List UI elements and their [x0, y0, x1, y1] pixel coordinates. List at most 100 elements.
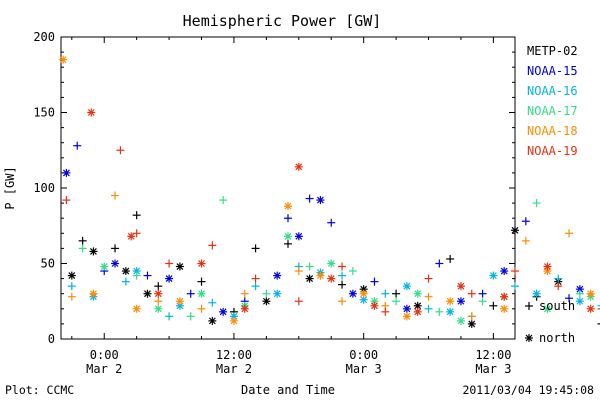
metp-02-south-point [197, 277, 206, 286]
noaa-15-north-point [402, 304, 411, 313]
noaa-18-north-point [59, 55, 68, 64]
noaa-19-south-point [597, 308, 600, 310]
noaa-17-north-point [154, 304, 163, 313]
noaa-17-north-point [413, 289, 422, 298]
noaa-17-south-point [186, 312, 195, 321]
noaa-16-south-point [597, 305, 600, 307]
chart-title: Hemispheric Power [GW] [183, 12, 382, 30]
noaa-17-north-point [327, 259, 336, 268]
noaa-18-south-point [67, 292, 76, 301]
noaa-18-north-point [359, 289, 368, 298]
x-tick-date: Mar 2 [216, 362, 252, 376]
noaa-15-north-point [348, 289, 357, 298]
noaa-15-north-point [500, 267, 509, 276]
noaa-16-south-point [554, 274, 563, 283]
noaa-16-north-point [359, 295, 368, 304]
x-tick-date: Mar 3 [475, 362, 511, 376]
metp-02-south-point [489, 301, 498, 310]
noaa-19-north-point [127, 232, 136, 241]
y-tick-label: 50 [41, 257, 55, 271]
metp-02-north-point [305, 274, 314, 283]
noaa-18-south-point [467, 312, 476, 321]
noaa-15-south-point [305, 194, 314, 203]
noaa-15-south-point [284, 214, 292, 223]
noaa-19-south-point [381, 307, 390, 316]
plot-frame [60, 36, 516, 340]
metp-02-south-point [78, 236, 87, 245]
noaa-17-south-point [532, 199, 541, 208]
noaa-16-north-point [532, 289, 541, 298]
noaa-17-north-point [100, 262, 109, 271]
plot-credit: Plot: CCMC [5, 383, 74, 397]
noaa-19-north-point [197, 259, 206, 268]
plot-timestamp: 2011/03/04 19:45:08 [462, 383, 594, 397]
noaa-19-south-point [338, 262, 347, 271]
noaa-19-north-point [586, 304, 595, 313]
noaa-16-south-point [338, 271, 347, 280]
noaa-18-south-point [338, 297, 347, 306]
noaa-15-south-point [521, 217, 530, 226]
noaa-17-south-point [478, 297, 487, 306]
noaa-16-south-point [381, 289, 390, 298]
legend-marker-label: north [539, 331, 575, 345]
noaa-17-south-point [219, 196, 228, 205]
metp-02-north-point [67, 271, 76, 280]
noaa-17-north-point [543, 304, 552, 313]
noaa-17-north-point [284, 232, 292, 241]
noaa-18-north-point [586, 289, 595, 298]
metp-02-south-point [597, 323, 600, 325]
noaa-18-south-point [565, 229, 574, 238]
metp-02-south-point [111, 244, 120, 253]
noaa-19-north-point [87, 108, 96, 117]
y-tick-label: 100 [33, 181, 55, 195]
noaa-19-north-point [240, 304, 249, 313]
noaa-15-south-point [370, 277, 379, 286]
noaa-18-north-point [132, 304, 141, 313]
noaa-15-north-point [316, 196, 325, 205]
noaa-16-south-point [251, 282, 260, 291]
metp-02-north-point [121, 267, 130, 276]
noaa-19-south-point [424, 274, 433, 283]
noaa-17-south-point [575, 289, 584, 298]
noaa-19-north-point [456, 282, 465, 291]
noaa-17-south-point [392, 297, 401, 306]
noaa-19-south-point [511, 267, 519, 276]
noaa-17-south-point [262, 289, 271, 298]
y-tick-label: 200 [33, 30, 55, 44]
metp-02-north-point [467, 319, 476, 328]
noaa-15-south-point [565, 294, 574, 303]
noaa-15-north-point [62, 168, 71, 177]
noaa-16-north-point [132, 267, 141, 276]
noaa-18-north-point [175, 297, 184, 306]
noaa-15-north-point [294, 232, 303, 241]
metp-02-south-point [338, 280, 347, 289]
legend-marker-label: south [539, 299, 575, 313]
noaa-16-north-point [273, 289, 282, 298]
noaa-15-north-point [111, 259, 120, 268]
legend-entry: NOAA-16 [527, 84, 578, 98]
noaa-19-north-point [327, 274, 336, 283]
noaa-17-south-point [435, 307, 444, 316]
legend-north-marker [525, 334, 533, 342]
x-tick-time: 12:00 [475, 348, 511, 362]
noaa-15-south-point [143, 271, 152, 280]
noaa-17-south-point [348, 267, 357, 276]
noaa-15-north-point [575, 285, 584, 294]
legend-south-marker [525, 302, 533, 310]
noaa-19-south-point [208, 241, 217, 250]
noaa-15-north-point [273, 271, 282, 280]
noaa-18-north-point [316, 271, 325, 280]
noaa-19-north-point [413, 307, 422, 316]
noaa-18-south-point [197, 304, 206, 313]
noaa-18-north-point [402, 312, 411, 321]
noaa-17-south-point [305, 262, 314, 271]
noaa-17-north-point [456, 316, 465, 325]
noaa-18-south-point [294, 267, 303, 276]
noaa-15-south-point [435, 259, 444, 268]
noaa-17-north-point [197, 289, 206, 298]
noaa-15-north-point [219, 307, 228, 316]
noaa-19-north-point [154, 289, 163, 298]
